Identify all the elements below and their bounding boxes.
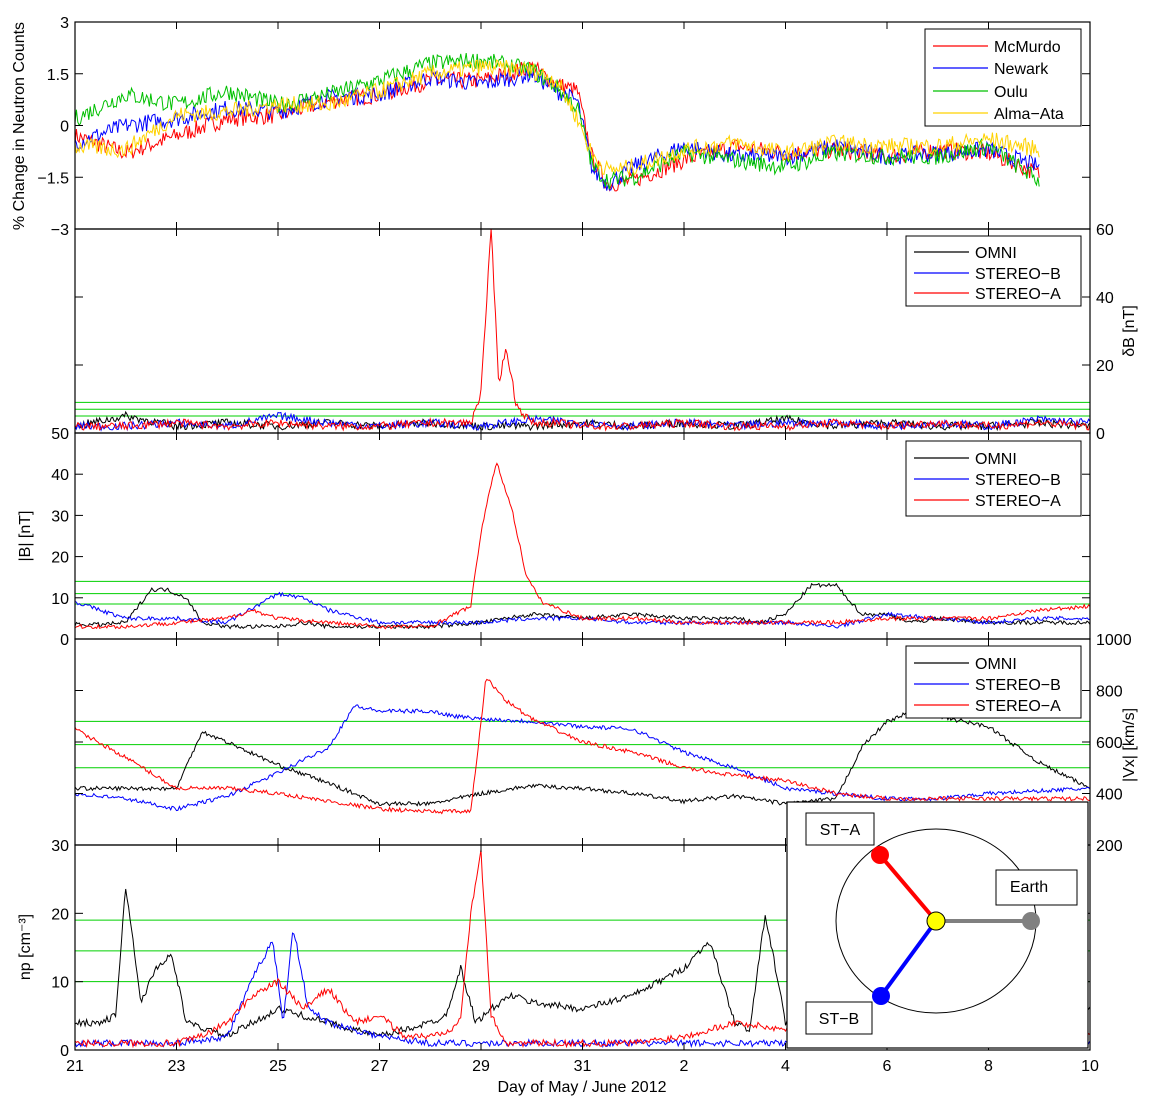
y-tick-label: 40 (51, 467, 69, 484)
y-tick-label: 20 (51, 906, 69, 923)
y-axis-label-velocity: |Vx| [km/s] (1121, 708, 1138, 782)
y-tick-label: 30 (51, 508, 69, 525)
earth-marker (1022, 912, 1040, 930)
earth-label: Earth (1010, 879, 1048, 896)
y-tick-label: 0 (60, 119, 69, 136)
y-tick-label: −3 (51, 222, 69, 239)
y-tick-label: 0 (1096, 426, 1105, 443)
x-tick-label: 23 (168, 1058, 186, 1075)
y-tick-label: 50 (51, 426, 69, 443)
legend-magnetic-field: OMNI STEREO−B STEREO−A (905, 440, 1082, 517)
series-line-stereo-a (74, 228, 1091, 432)
y-axis-label-magnetic-field: |B| [nT] (17, 511, 34, 562)
series-line-stereo-b (74, 704, 1091, 812)
y-tick-label: 10 (51, 591, 69, 608)
sun-marker (926, 911, 946, 931)
y-tick-label: 20 (1096, 358, 1114, 375)
x-tick-label: 2 (680, 1058, 689, 1075)
x-tick-label: 31 (574, 1058, 592, 1075)
y-tick-label: 200 (1096, 838, 1123, 855)
panel-neutron-counts: 3 1.5 0 −1.5 −3 % Change in Neutron Counts M… (11, 15, 1091, 239)
legend-label-mcmurdo: McMurdo (994, 39, 1061, 56)
y-tick-label: 400 (1096, 787, 1123, 804)
st-b-label-box (805, 1001, 873, 1035)
y-tick-label: 0 (60, 632, 69, 649)
x-axis: 21 23 25 27 29 31 2 4 6 8 10 (66, 1058, 1099, 1075)
x-tick-label: 8 (984, 1058, 993, 1075)
legend-label-stereo-b: STEREO−B (975, 266, 1061, 283)
panel-velocity: 1000 800 600 400 200 |Vx| [km/s] OMNI STEREO… (74, 632, 1138, 855)
y-tick-label: 40 (1096, 290, 1114, 307)
st-a-label: ST−A (820, 822, 861, 839)
st-a-marker (871, 846, 889, 864)
y-tick-label: 10 (51, 975, 69, 992)
y-tick-label: 30 (51, 838, 69, 855)
y-tick-label: −1.5 (37, 170, 69, 187)
x-tick-label: 4 (781, 1058, 790, 1075)
series-line-stereo-a (74, 678, 1091, 815)
legend-label-omni: OMNI (975, 451, 1017, 468)
legend-label-stereo-a: STEREO−A (975, 698, 1061, 715)
x-tick-label: 21 (66, 1058, 84, 1075)
panel-magnetic-field: 50 40 30 20 10 0 |B| [nT] OMNI STEREO−B STERE… (17, 426, 1091, 649)
y-tick-label: 3 (60, 15, 69, 32)
y-axis-label-neutron: % Change in Neutron Counts (11, 22, 28, 230)
series-line-oulu (74, 53, 1040, 190)
x-tick-label: 27 (371, 1058, 389, 1075)
legend-label-stereo-a: STEREO−A (975, 286, 1061, 303)
legend-label-alma-ata: Alma−Ata (994, 106, 1064, 123)
inset-orbit-diagram: ST−A Earth ST−B (786, 801, 1089, 1049)
st-a-connector (878, 853, 938, 923)
legend-velocity: OMNI STEREO−B STEREO−A (905, 645, 1082, 719)
y-tick-label: 1.5 (47, 67, 69, 84)
st-b-connector (879, 919, 938, 998)
legend-neutron: McMurdo Newark Oulu Alma−Ata (924, 28, 1082, 127)
x-tick-label: 25 (269, 1058, 287, 1075)
legend-delta-b: OMNI STEREO−B STEREO−A (905, 235, 1082, 307)
legend-label-omni: OMNI (975, 656, 1017, 673)
st-a-label-box (805, 812, 875, 846)
y-axis-label-proton-density: np [cm⁻³] (17, 914, 34, 980)
earth-label-box (995, 869, 1078, 906)
legend-label-newark: Newark (994, 61, 1049, 78)
y-axis-label-delta-b: δB [nT] (1121, 305, 1138, 357)
legend-label-stereo-a: STEREO−A (975, 493, 1061, 510)
legend-label-stereo-b: STEREO−B (975, 472, 1061, 489)
x-axis-label: Day of May / June 2012 (498, 1079, 667, 1096)
series-line-alma-ata (74, 59, 1040, 176)
y-tick-label: 600 (1096, 735, 1123, 752)
st-b-marker (872, 987, 890, 1005)
legend-label-omni: OMNI (975, 245, 1017, 262)
series-line-stereo-a (74, 462, 1091, 630)
series-line-omni (74, 582, 1091, 630)
panel-delta-b: 60 40 20 0 δB [nT] OMNI STEREO−B STEREO−A (74, 222, 1138, 443)
st-b-label: ST−B (819, 1011, 859, 1028)
y-tick-label: 1000 (1096, 632, 1132, 649)
x-tick-label: 29 (472, 1058, 490, 1075)
x-tick-label: 6 (883, 1058, 892, 1075)
y-tick-label: 800 (1096, 684, 1123, 701)
legend-label-stereo-b: STEREO−B (975, 677, 1061, 694)
x-tick-label: 10 (1081, 1058, 1099, 1075)
y-tick-label: 20 (51, 550, 69, 567)
y-tick-label: 60 (1096, 222, 1114, 239)
y-tick-label: 0 (60, 1043, 69, 1060)
legend-label-oulu: Oulu (994, 84, 1028, 101)
